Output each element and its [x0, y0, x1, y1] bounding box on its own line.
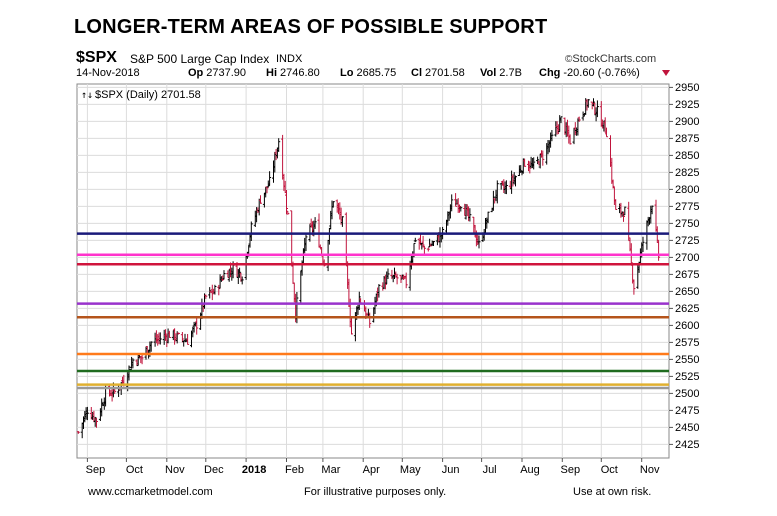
plot-frame — [76, 83, 670, 459]
y-tick-label: 2425 — [675, 439, 699, 451]
y-tick-label: 2625 — [675, 303, 699, 315]
x-tick-label: Jul — [483, 464, 497, 476]
legend-label: $SPX (Daily) 2701.58 — [95, 89, 201, 101]
y-tick-label: 2450 — [675, 422, 699, 434]
x-tick-label: Feb — [285, 464, 304, 476]
x-tick-label: Oct — [601, 464, 618, 476]
quote-volume: Vol 2.7B — [480, 67, 522, 79]
y-tick-label: 2875 — [675, 133, 699, 145]
quote-date: 14-Nov-2018 — [76, 67, 140, 79]
y-tick-label: 2650 — [675, 286, 699, 298]
chart-legend: ↑↓ $SPX (Daily) 2701.58 — [81, 89, 201, 101]
y-tick-label: 2600 — [675, 320, 699, 332]
x-tick-label: 2018 — [242, 464, 266, 476]
exchange-label: INDX — [276, 53, 303, 65]
x-tick-label: Sep — [86, 464, 106, 476]
x-axis: Sep Oct Nov Dec 2018 Feb Mar Apr May Jun Jul Aug Sep… — [86, 458, 660, 476]
copyright-notice: ©StockCharts.com — [565, 53, 656, 65]
y-tick-label: 2725 — [675, 235, 699, 247]
index-full-name: S&P 500 Large Cap Index — [130, 52, 270, 66]
footer-disclaimer: For illustrative purposes only. — [304, 486, 447, 498]
y-tick-label: 2750 — [675, 218, 699, 230]
y-tick-label: 2900 — [675, 116, 699, 128]
y-tick-label: 2950 — [675, 82, 699, 94]
y-tick-label: 2525 — [675, 371, 699, 383]
footer-website: www.ccmarketmodel.com — [88, 486, 213, 498]
copyright-text: StockCharts.com — [572, 53, 657, 65]
support-lines — [77, 232, 669, 390]
y-tick-label: 2775 — [675, 201, 699, 213]
down-triangle-icon — [662, 70, 670, 76]
x-tick-label: Nov — [165, 464, 185, 476]
x-tick-label: May — [400, 464, 421, 476]
quote-change: Chg -20.60 (-0.76%) — [539, 67, 640, 79]
y-tick-label: 2800 — [675, 184, 699, 196]
legend-icon: ↑↓ — [81, 90, 93, 101]
quote-open: Op 2737.90 — [188, 67, 247, 79]
symbol-label: $SPX — [76, 49, 117, 66]
copyright-icon: © — [565, 54, 573, 65]
quote-high: Hi 2746.80 — [266, 67, 320, 79]
x-tick-label: Jun — [442, 464, 460, 476]
y-axis: 2425 2450 2475 2500 2525 2550 2575 2600 2625 2650… — [669, 82, 699, 451]
quote-low: Lo 2685.75 — [340, 67, 397, 79]
headline-title: LONGER-TERM AREAS OF POSSIBLE SUPPORT — [74, 16, 548, 38]
x-tick-label: Oct — [126, 464, 143, 476]
x-tick-label: Nov — [640, 464, 660, 476]
x-tick-label: Aug — [520, 464, 540, 476]
y-tick-label: 2575 — [675, 337, 699, 349]
y-tick-label: 2550 — [675, 354, 699, 366]
x-tick-label: Mar — [321, 464, 340, 476]
x-tick-label: Apr — [363, 464, 380, 476]
y-tick-label: 2825 — [675, 167, 699, 179]
y-tick-label: 2675 — [675, 269, 699, 281]
y-tick-label: 2850 — [675, 150, 699, 162]
x-tick-label: Sep — [561, 464, 581, 476]
y-tick-label: 2700 — [675, 252, 699, 264]
y-tick-label: 2475 — [675, 405, 699, 417]
y-tick-label: 2925 — [675, 99, 699, 111]
quote-close: Cl 2701.58 — [411, 67, 465, 79]
y-tick-label: 2500 — [675, 388, 699, 400]
x-tick-label: Dec — [204, 464, 224, 476]
footer-risk: Use at own risk. — [573, 486, 652, 498]
